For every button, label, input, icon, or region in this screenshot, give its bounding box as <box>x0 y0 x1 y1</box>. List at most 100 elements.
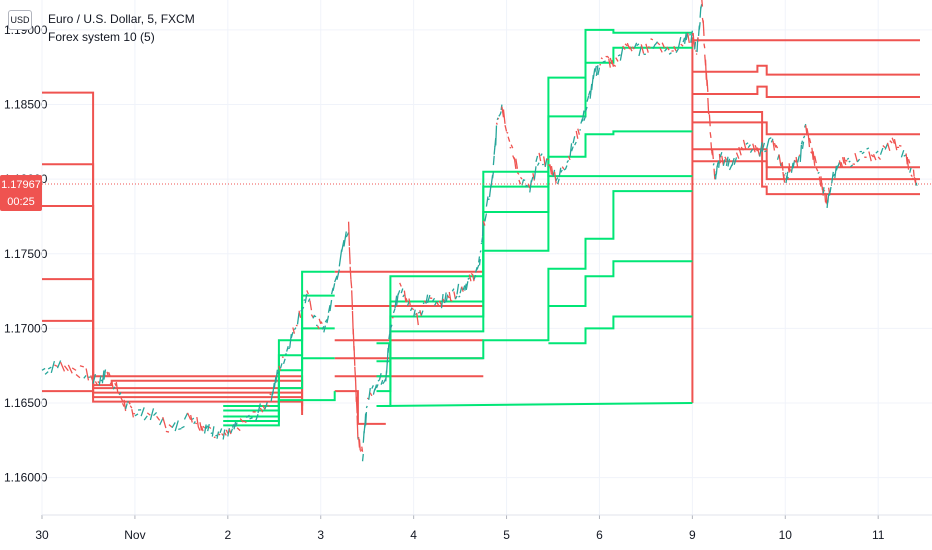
price-segment <box>807 133 811 148</box>
price-segment <box>868 151 872 162</box>
price-segment <box>420 310 424 316</box>
x-tick-label: 2 <box>224 528 231 542</box>
price-segment <box>347 221 351 246</box>
price-segment <box>652 43 656 50</box>
price-segment <box>298 310 302 318</box>
price-segment <box>354 366 357 381</box>
price-segment <box>196 416 200 428</box>
price-segment <box>861 151 865 155</box>
price-segment <box>133 412 136 415</box>
price-segment <box>682 37 686 43</box>
price-segment <box>255 414 259 422</box>
price-segment <box>882 145 886 149</box>
price-segment <box>272 382 275 395</box>
price-segment <box>269 393 272 396</box>
price-segment <box>276 371 280 375</box>
price-segment <box>301 306 305 310</box>
price-segment <box>413 309 416 318</box>
price-segment <box>828 191 831 196</box>
price-segment <box>289 334 292 348</box>
price-segment <box>553 171 557 184</box>
price-segment <box>156 415 161 421</box>
price-segment <box>222 429 226 440</box>
price-segment <box>131 409 135 418</box>
price-segment <box>727 158 731 167</box>
price-segment <box>471 273 475 282</box>
price-segment <box>264 401 268 410</box>
price-segment <box>473 274 477 280</box>
price-segment <box>558 167 562 178</box>
price-segment <box>59 361 66 372</box>
red-level-line <box>692 85 920 98</box>
price-segment <box>355 396 358 414</box>
red-level-line <box>42 163 304 411</box>
price-segment <box>292 327 296 334</box>
price-segment <box>153 412 158 417</box>
price-segment <box>638 46 642 57</box>
red-level-line <box>334 390 386 425</box>
price-segment <box>215 434 218 437</box>
price-segment <box>502 109 506 124</box>
price-segment <box>399 282 402 287</box>
price-segment <box>913 176 916 179</box>
price-segment <box>365 405 368 409</box>
price-segment <box>536 162 540 166</box>
price-segment <box>615 57 619 62</box>
price-segment <box>854 152 858 162</box>
price-badge-value: 1.17967 <box>1 179 41 191</box>
price-segment <box>609 57 613 65</box>
price-segment <box>171 422 176 429</box>
price-segment <box>197 426 201 431</box>
price-segment <box>75 374 81 379</box>
price-segment <box>225 429 229 434</box>
price-segment <box>577 128 580 135</box>
price-segment <box>747 144 751 149</box>
price-segment <box>230 428 234 434</box>
y-tick-label: 1.17000 <box>4 321 48 335</box>
price-segment <box>533 166 537 180</box>
price-segment <box>613 64 617 67</box>
price-segment <box>872 153 877 161</box>
price-segment <box>831 171 834 184</box>
x-tick-label: 10 <box>779 528 793 542</box>
price-segment <box>683 33 687 44</box>
price-segment <box>742 139 747 150</box>
price-segment <box>426 294 431 304</box>
price-segment <box>478 256 481 263</box>
price-segment <box>603 60 606 63</box>
price-segment <box>140 407 145 417</box>
price-segment <box>703 43 706 49</box>
price-segment <box>713 168 716 180</box>
price-segment <box>200 426 204 432</box>
price-segment <box>814 155 817 164</box>
price-segment <box>321 325 325 330</box>
price-segment <box>910 174 913 178</box>
price-segment <box>818 176 822 187</box>
price-segment <box>115 381 119 394</box>
price-segment <box>431 297 436 302</box>
red-level-line <box>692 64 920 76</box>
symbol-title[interactable]: Euro / U.S. Dollar, 5, FXCM <box>48 12 195 26</box>
price-segment <box>889 140 893 144</box>
indicator-title[interactable]: Forex system 10 (5) <box>48 30 155 44</box>
price-segment <box>498 114 501 117</box>
x-tick-label: 4 <box>410 528 417 542</box>
price-segment <box>786 171 789 180</box>
price-segment <box>659 47 663 53</box>
price-segment <box>47 366 52 370</box>
price-segment <box>284 353 287 356</box>
price-segment <box>378 373 382 380</box>
price-segment <box>239 418 244 423</box>
price-segment <box>657 42 661 46</box>
price-segment <box>348 247 351 265</box>
green-level-line <box>548 260 693 307</box>
price-segment <box>491 171 495 179</box>
price-segment <box>725 156 729 167</box>
price-segment <box>772 140 776 151</box>
price-segment <box>394 295 398 309</box>
currency-button[interactable]: USD <box>8 10 32 30</box>
price-segment <box>570 146 574 152</box>
price-segment <box>377 379 381 382</box>
